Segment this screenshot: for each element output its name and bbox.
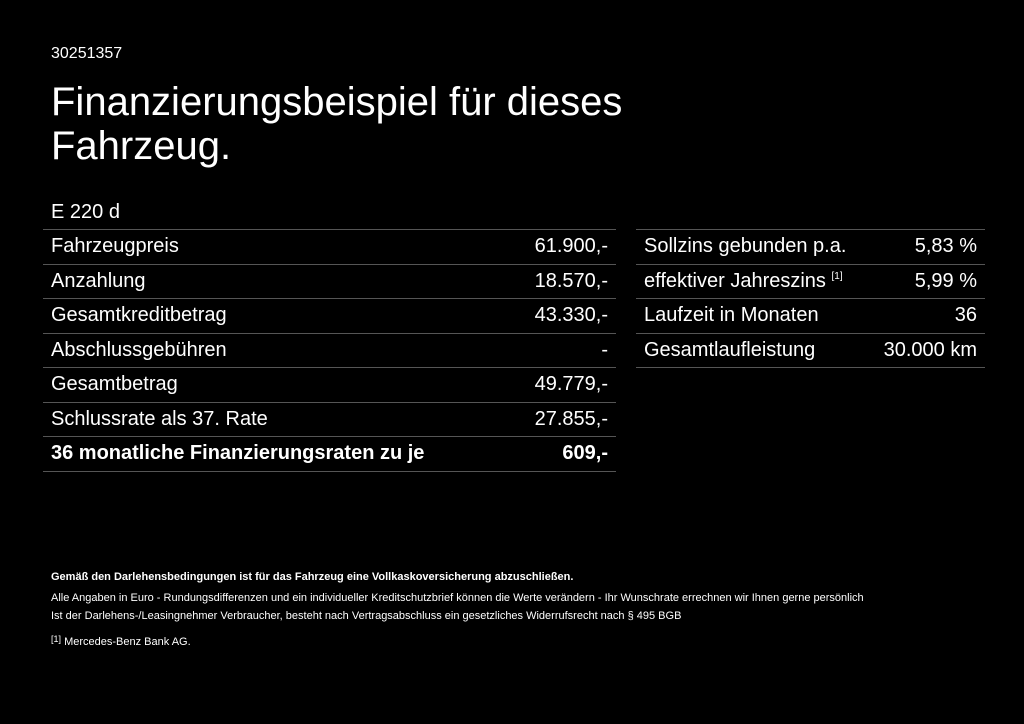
footnote: [1] Mercedes-Benz Bank AG. [51,634,191,648]
insurance-note: Gemäß den Darlehensbedingungen ist für d… [51,571,574,583]
row-value: - [509,332,616,368]
row-label: Gesamtkreditbetrag [43,298,510,333]
label-text: effektiver Jahreszins [644,269,826,292]
row-value: 36 [868,298,985,333]
row-value: 5,83 % [868,229,985,264]
table-row: effektiver Jahreszins [1] 5,99 % [636,263,985,299]
row-label: Fahrzeugpreis [43,229,510,264]
row-value: 61.900,- [509,229,616,264]
row-label: effektiver Jahreszins [1] [636,263,869,299]
financing-table: Fahrzeugpreis 61.900,- Anzahlung 18.570,- … [43,229,616,472]
row-label: Gesamtbetrag [43,367,510,402]
table-row: Gesamtlaufleistung 30.000 km [636,332,985,368]
row-value: 43.330,- [509,298,616,333]
row-label: Gesamtlaufleistung [636,332,869,368]
footnote-ref: [1] [831,270,843,282]
footnote-marker: [1] [51,634,62,644]
row-value: 609,- [509,436,616,472]
row-label: Schlussrate als 37. Rate [43,401,510,437]
row-label: 36 monatliche Finanzierungsraten zu je [43,436,510,472]
footnote-text: Mercedes-Benz Bank AG. [64,636,191,648]
table-row: Sollzins gebunden p.a. 5,83 % [636,229,985,264]
row-value: 49.779,- [509,367,616,402]
row-label: Laufzeit in Monaten [636,298,869,333]
table-row: Laufzeit in Monaten 36 [636,298,985,333]
row-label: Sollzins gebunden p.a. [636,229,869,264]
row-label: Abschlussgebühren [43,332,510,368]
disclaimer-line: Alle Angaben in Euro - Rundungsdifferenz… [51,592,864,604]
interest-table: Sollzins gebunden p.a. 5,83 % effektiver … [636,229,985,368]
table-row: Anzahlung 18.570,- [43,263,616,299]
table-row: Gesamtbetrag 49.779,- [43,367,616,402]
table-row: Schlussrate als 37. Rate 27.855,- [43,401,616,437]
row-value: 5,99 % [868,263,985,299]
row-value: 30.000 km [868,332,985,368]
monthly-rate-row: 36 monatliche Finanzierungsraten zu je 60… [43,436,616,472]
row-label: Anzahlung [43,263,510,299]
withdrawal-line: Ist der Darlehens-/Leasingnehmer Verbrau… [51,610,682,622]
row-value: 27.855,- [509,401,616,437]
model-name: E 220 d [51,201,120,223]
page-title: Finanzierungsbeispiel für dieses Fahrzeu… [51,80,623,168]
table-row: Abschlussgebühren - [43,332,616,368]
vehicle-id: 30251357 [51,45,123,62]
row-value: 18.570,- [509,263,616,299]
table-row: Fahrzeugpreis 61.900,- [43,229,616,264]
table-row: Gesamtkreditbetrag 43.330,- [43,298,616,333]
